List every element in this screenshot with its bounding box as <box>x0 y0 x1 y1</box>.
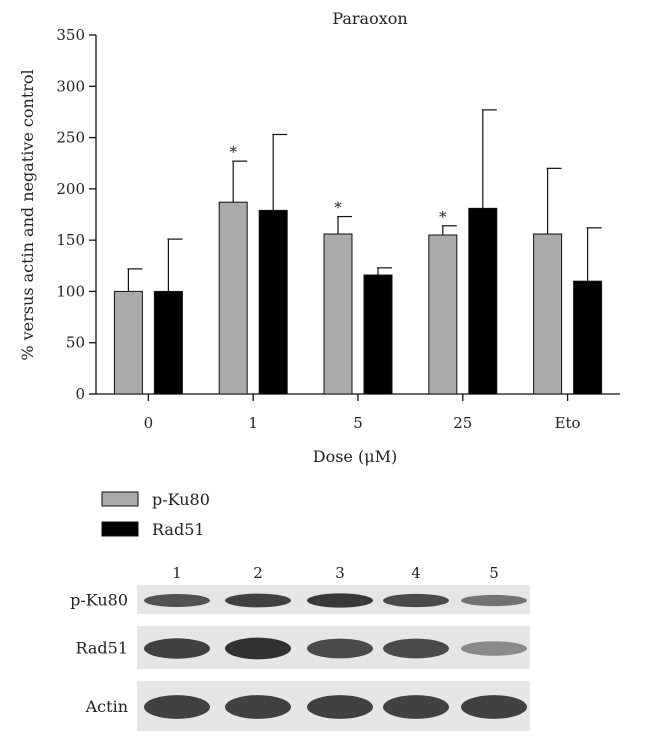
legend-swatch-pku80 <box>101 491 139 507</box>
x-tick-label: 1 <box>248 414 258 432</box>
y-axis-title: % versus actin and negative control <box>18 69 37 360</box>
lane-label: 1 <box>172 564 182 582</box>
blot-row-rad51: Rad51 <box>75 626 530 669</box>
blot-row-p-ku80: p-Ku80 <box>70 585 530 614</box>
y-tick-label: 350 <box>56 26 85 44</box>
y-tick-label: 250 <box>56 129 85 147</box>
x-tick-label: 0 <box>144 414 154 432</box>
bars-group: * * * <box>113 109 603 395</box>
bar-rad51 <box>468 207 498 395</box>
blot-band <box>461 594 527 607</box>
legend-label: p-Ku80 <box>152 490 210 509</box>
significance-marker: * <box>229 143 237 161</box>
bar-pku80 <box>533 233 563 395</box>
y-tick-label: 0 <box>75 385 85 403</box>
blot-band <box>225 695 291 719</box>
blot-band <box>383 593 449 608</box>
y-axis: 0 50 100 150 200 250 300 350 <box>56 26 97 403</box>
bar-rad51 <box>153 290 183 395</box>
x-axis-title: Dose (μM) <box>313 447 398 466</box>
bar-rad51 <box>258 209 288 395</box>
blot-band <box>461 695 527 719</box>
bar-rad51 <box>573 280 603 395</box>
y-tick-label: 100 <box>56 282 85 300</box>
bar-pku80 <box>323 233 353 395</box>
lane-label: 4 <box>411 564 421 582</box>
blot-band <box>383 695 449 719</box>
lane-label: 5 <box>489 564 499 582</box>
blot-band <box>307 695 373 719</box>
blot-band <box>225 637 291 660</box>
x-tick-label: Eto <box>555 414 581 432</box>
blot-band <box>144 638 210 659</box>
y-tick-label: 300 <box>56 77 85 95</box>
bar-rad51 <box>363 274 393 395</box>
bar-pku80 <box>428 234 458 395</box>
x-tick-label: 5 <box>353 414 363 432</box>
blot-band <box>307 638 373 659</box>
chart-title: Paraoxon <box>332 9 407 28</box>
blot-band <box>307 593 373 608</box>
blot-band <box>461 641 527 656</box>
blot-row-label: Actin <box>85 697 128 716</box>
significance-marker: * <box>334 199 342 217</box>
western-blot: 1 2 3 4 5 p-Ku80 Rad51 Actin <box>70 564 530 731</box>
blot-band <box>144 695 210 719</box>
legend-swatch-rad51 <box>101 521 139 537</box>
y-tick-label: 200 <box>56 180 85 198</box>
lane-label: 2 <box>253 564 263 582</box>
legend: p-Ku80 Rad51 <box>101 490 210 539</box>
blot-band <box>383 638 449 659</box>
blot-band <box>144 594 210 607</box>
lane-label: 3 <box>335 564 345 582</box>
x-axis: 0 1 5 25 Eto <box>96 393 620 432</box>
y-tick-label: 50 <box>66 334 85 352</box>
blot-row-label: Rad51 <box>75 639 128 658</box>
legend-label: Rad51 <box>152 520 205 539</box>
bar-pku80 <box>113 290 143 395</box>
x-tick-label: 25 <box>453 414 472 432</box>
blot-band <box>225 593 291 608</box>
blot-row-label: p-Ku80 <box>70 591 128 610</box>
y-tick-label: 150 <box>56 231 85 249</box>
bar-pku80 <box>218 201 248 395</box>
significance-marker: * <box>439 208 447 226</box>
blot-row-actin: Actin <box>85 681 530 731</box>
